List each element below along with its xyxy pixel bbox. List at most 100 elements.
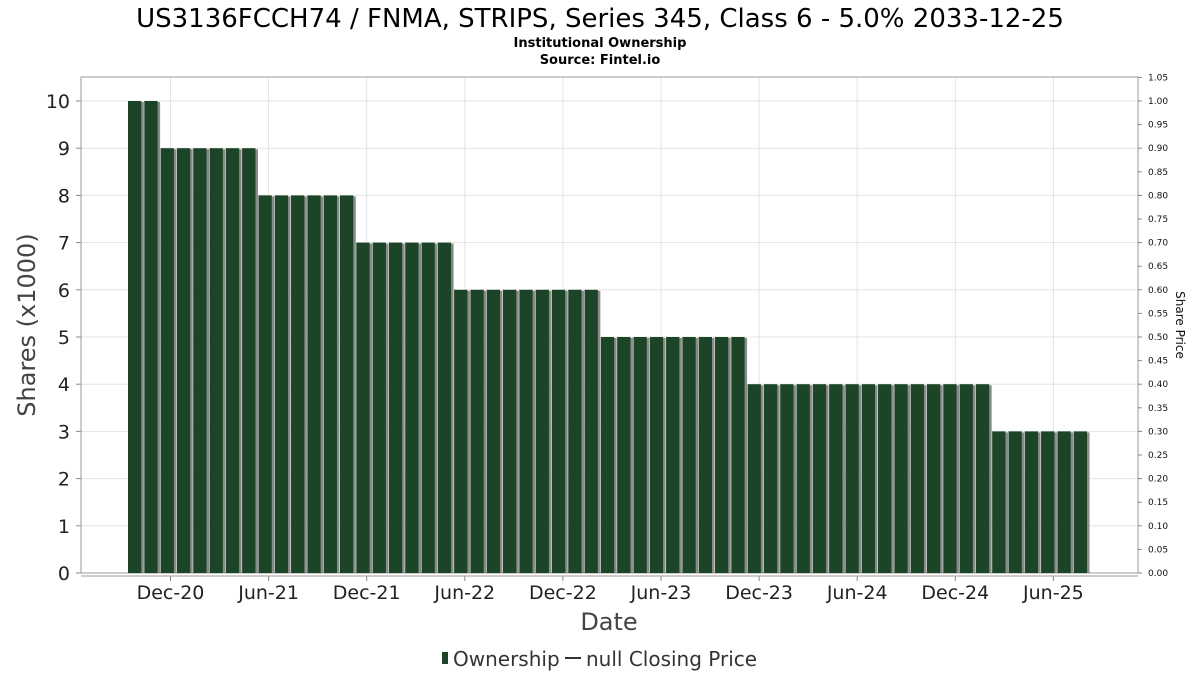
ownership-bar [649, 337, 664, 573]
ownership-bar [812, 384, 827, 573]
ownership-bar [943, 384, 957, 573]
ownership-bar [323, 195, 337, 573]
ownership-bar [829, 384, 843, 573]
y2-axis-label: Share Price [1173, 291, 1187, 359]
ownership-bar [1008, 431, 1022, 573]
y-tick-label: 0 [58, 563, 70, 585]
y2-tick-label: 0.75 [1148, 215, 1168, 225]
chart-source: Source: Fintel.io [540, 53, 661, 68]
x-axis-ticks: Dec-20 Jun-21 Dec-21 Jun-22 Dec-22 Jun-23 Dec-… [137, 576, 1084, 604]
ownership-bar [503, 289, 517, 573]
ownership-bar [176, 148, 191, 573]
ownership-bar [780, 384, 794, 573]
ownership-bar [339, 195, 354, 573]
bars [128, 101, 1090, 573]
y2-tick-label: 0.20 [1148, 475, 1168, 485]
ownership-bar [666, 337, 680, 573]
legend: Ownership null Closing Price [442, 647, 757, 671]
ownership-bar [926, 384, 941, 573]
y-tick-label: 8 [58, 185, 70, 207]
ownership-bar [845, 384, 859, 573]
ownership-bar [698, 337, 712, 573]
ownership-bar [551, 289, 566, 573]
ownership-bar [274, 195, 289, 573]
y-tick-label: 10 [46, 91, 70, 113]
y-tick-label: 5 [58, 327, 70, 349]
ownership-bar [747, 384, 761, 573]
ownership-bar [975, 384, 990, 573]
ownership-bar [894, 384, 908, 573]
y2-tick-label: 0.00 [1148, 569, 1168, 579]
y-tick-label: 7 [58, 233, 70, 255]
x-tick-label: Jun-22 [433, 582, 495, 604]
ownership-bar [486, 289, 501, 573]
ownership-bar [796, 384, 810, 573]
x-tick-label: Dec-21 [333, 582, 401, 604]
y-axis-label: Shares (x1000) [13, 233, 41, 416]
y2-tick-label: 0.70 [1148, 239, 1168, 249]
ownership-bar [356, 242, 370, 573]
ownership-bar [617, 337, 631, 573]
ownership-bar [600, 337, 615, 573]
y-tick-label: 3 [58, 421, 70, 443]
ownership-bar [535, 289, 549, 573]
ownership-bar [128, 101, 142, 573]
ownership-bar [258, 195, 272, 573]
ownership-bar [519, 289, 533, 573]
y2-tick-label: 0.65 [1148, 262, 1168, 272]
y2-tick-label: 0.25 [1148, 451, 1168, 461]
x-tick-label: Jun-24 [826, 582, 888, 604]
ownership-bar [878, 384, 892, 573]
chart-title: US3136FCCH74 / FNMA, STRIPS, Series 345,… [136, 4, 1064, 34]
ownership-bar [437, 242, 452, 573]
y2-tick-label: 0.15 [1148, 498, 1168, 508]
ownership-bar [291, 195, 305, 573]
y2-tick-label: 0.40 [1148, 380, 1168, 390]
x-tick-label: Dec-24 [921, 582, 989, 604]
ownership-bar [763, 384, 778, 573]
ownership-bar [388, 242, 403, 573]
ownership-bar [633, 337, 647, 573]
ownership-bar [372, 242, 386, 573]
x-axis-label: Date [580, 608, 637, 636]
ownership-bar [193, 148, 207, 573]
y2-tick-label: 0.95 [1148, 121, 1168, 131]
y2-tick-label: 0.60 [1148, 286, 1168, 296]
ownership-bar [584, 289, 598, 573]
ownership-bar [1041, 431, 1055, 573]
y2-tick-label: 0.90 [1148, 144, 1168, 154]
y2-tick-label: 0.35 [1148, 404, 1168, 414]
y2-tick-label: 0.10 [1148, 522, 1168, 532]
ownership-bar [861, 384, 876, 573]
ownership-bar [682, 337, 696, 573]
x-tick-label: Dec-23 [725, 582, 793, 604]
y2-tick-label: 0.50 [1148, 333, 1168, 343]
y2-axis-ticks: 0.00 0.05 0.10 0.15 0.20 0.25 0.30 0.35 0.40 0.45… [1138, 73, 1168, 579]
x-tick-label: Dec-22 [529, 582, 597, 604]
ownership-bar [910, 384, 924, 573]
x-tick-label: Dec-20 [137, 582, 205, 604]
y2-tick-label: 0.30 [1148, 427, 1168, 437]
ownership-bar [160, 148, 174, 573]
ownership-bar [242, 148, 256, 573]
ownership-bar [1073, 431, 1087, 573]
y2-tick-label: 0.55 [1148, 309, 1168, 319]
y2-tick-label: 0.80 [1148, 191, 1168, 201]
y-tick-label: 4 [58, 374, 70, 396]
y-tick-label: 9 [58, 138, 70, 160]
x-tick-label: Jun-25 [1022, 582, 1084, 604]
legend-price-label: null Closing Price [586, 647, 757, 671]
y-axis-ticks: 0 1 2 3 4 5 6 7 8 9 10 [46, 91, 81, 585]
y2-tick-label: 1.00 [1148, 97, 1168, 107]
chart-subtitle: Institutional Ownership [514, 36, 687, 51]
ownership-bar [144, 101, 158, 573]
ownership-bar [568, 289, 582, 573]
ownership-bar [470, 289, 484, 573]
y2-tick-label: 0.05 [1148, 545, 1168, 555]
y-tick-label: 2 [58, 469, 70, 491]
ownership-bar [714, 337, 729, 573]
ownership-bar [225, 148, 240, 573]
y-tick-label: 1 [58, 516, 70, 538]
y2-tick-label: 0.85 [1148, 168, 1168, 178]
